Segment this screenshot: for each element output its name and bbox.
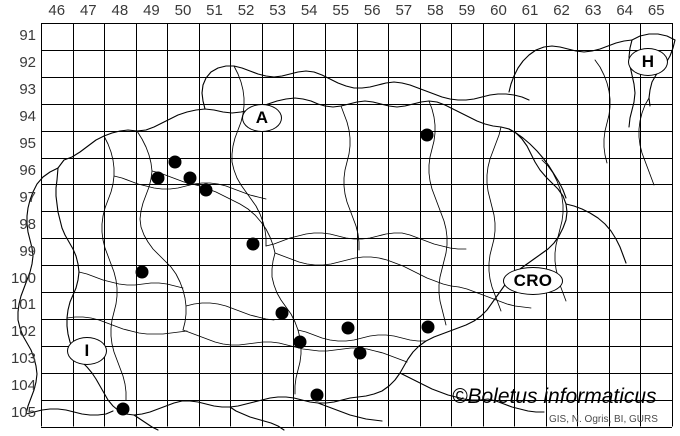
column-label-55: 55 bbox=[332, 2, 350, 19]
column-label-53: 53 bbox=[269, 2, 286, 19]
row-label-91: 91 bbox=[19, 27, 36, 45]
column-label-56: 56 bbox=[363, 2, 381, 19]
occurrence-dot bbox=[293, 335, 307, 349]
country-badge-croatia: CRO bbox=[503, 267, 563, 295]
row-label-104: 104 bbox=[10, 377, 36, 395]
row-label-100: 100 bbox=[10, 269, 36, 287]
column-label-50: 50 bbox=[174, 2, 192, 19]
column-label-49: 49 bbox=[143, 2, 160, 19]
occurrence-dot bbox=[275, 306, 289, 320]
column-label-64: 64 bbox=[616, 2, 633, 19]
row-label-103: 103 bbox=[10, 350, 36, 368]
column-label-52: 52 bbox=[237, 2, 255, 19]
column-label-47: 47 bbox=[79, 2, 97, 19]
column-label-48: 48 bbox=[111, 2, 129, 19]
river-network bbox=[66, 59, 655, 401]
row-label-101: 101 bbox=[10, 296, 36, 314]
occurrence-dot bbox=[116, 402, 130, 416]
occurrence-dot bbox=[420, 128, 434, 142]
occurrence-dot bbox=[341, 321, 355, 335]
column-label-54: 54 bbox=[300, 2, 318, 19]
occurrence-dots bbox=[116, 128, 435, 416]
column-label-46: 46 bbox=[48, 2, 66, 19]
column-label-60: 60 bbox=[490, 2, 507, 19]
column-label-62: 62 bbox=[553, 2, 570, 19]
row-label-98: 98 bbox=[19, 215, 36, 233]
slovenia-border bbox=[55, 97, 568, 416]
row-label-95: 95 bbox=[19, 135, 36, 153]
row-label-94: 94 bbox=[19, 108, 36, 126]
column-label-63: 63 bbox=[584, 2, 602, 19]
country-badge-austria: A bbox=[242, 104, 282, 132]
utm-grid bbox=[41, 23, 673, 428]
row-label-102: 102 bbox=[10, 323, 36, 341]
occurrence-dot bbox=[199, 183, 213, 197]
neighbouring-borders bbox=[17, 33, 676, 431]
row-label-105: 105 bbox=[10, 404, 36, 422]
row-label-99: 99 bbox=[19, 242, 36, 260]
row-label-93: 93 bbox=[19, 81, 36, 99]
row-label-96: 96 bbox=[19, 161, 36, 179]
column-label-61: 61 bbox=[521, 2, 539, 19]
occurrence-dot bbox=[421, 320, 435, 334]
credit-label: GIS, N. Ogris, BI, GURS bbox=[549, 414, 658, 425]
occurrence-dot bbox=[183, 171, 197, 185]
row-label-97: 97 bbox=[19, 188, 36, 206]
country-badge-hungary: H bbox=[628, 48, 668, 76]
column-label-58: 58 bbox=[427, 2, 444, 19]
occurrence-dot bbox=[353, 346, 367, 360]
column-label-59: 59 bbox=[458, 2, 476, 19]
occurrence-dot bbox=[151, 171, 165, 185]
column-label-51: 51 bbox=[206, 2, 223, 19]
occurrence-dot bbox=[310, 388, 324, 402]
occurrence-dot bbox=[246, 237, 260, 251]
copyright-label: ©Boletus informaticus bbox=[452, 385, 657, 408]
column-label-65: 65 bbox=[647, 2, 665, 19]
row-label-92: 92 bbox=[19, 54, 36, 72]
column-label-57: 57 bbox=[395, 2, 413, 19]
country-badge-italy: I bbox=[67, 337, 107, 365]
occurrence-dot bbox=[135, 265, 149, 279]
occurrence-dot bbox=[168, 155, 182, 169]
